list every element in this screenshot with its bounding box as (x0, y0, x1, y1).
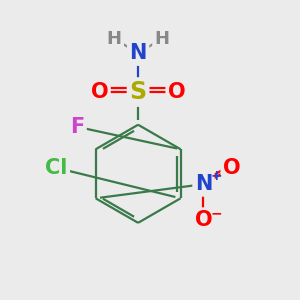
Text: O: O (223, 158, 241, 178)
Text: O: O (195, 210, 212, 230)
Text: +: + (210, 169, 222, 183)
Text: F: F (70, 117, 84, 137)
Text: −: − (210, 206, 222, 220)
Text: O: O (168, 82, 186, 102)
Text: Cl: Cl (45, 158, 68, 178)
Text: S: S (130, 80, 147, 104)
Text: N: N (195, 174, 212, 194)
Text: H: H (107, 29, 122, 47)
Text: O: O (91, 82, 108, 102)
Text: N: N (129, 44, 147, 63)
Text: H: H (154, 29, 169, 47)
